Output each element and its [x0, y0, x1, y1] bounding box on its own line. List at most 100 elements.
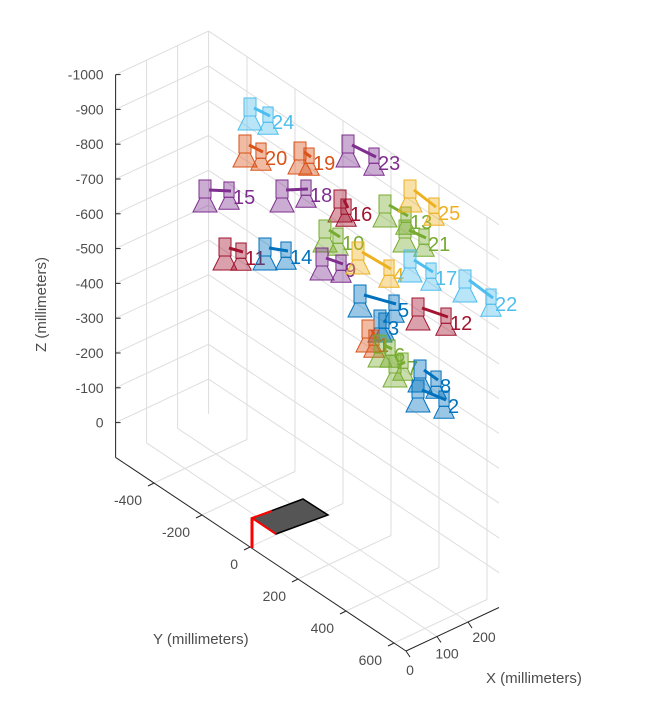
camera-lens: [252, 255, 278, 271]
camera-lens: [326, 242, 350, 256]
camera-axis: [468, 278, 494, 300]
gridline: [115, 378, 209, 424]
camera-16: 16: [327, 189, 372, 227]
tick-labels: -1000-900-800-700-600-500-400-300-200-10…: [68, 67, 496, 678]
grid: [115, 30, 500, 652]
camera-19: 19: [287, 141, 335, 176]
camera-axis: [325, 256, 344, 266]
gridline: [208, 274, 500, 469]
camera-20: 20: [232, 134, 287, 171]
camera-label: 6: [394, 345, 405, 367]
camera-lens: [434, 322, 458, 336]
camera-lens: [452, 287, 478, 303]
camera-label: 5: [398, 300, 409, 322]
camera-axis: [253, 106, 271, 118]
camera-body: [398, 219, 412, 239]
camera-body: [373, 334, 387, 354]
gridline: [208, 100, 500, 295]
x-tick: [436, 636, 442, 643]
gridline: [115, 343, 209, 389]
z-axis-label: Z (millimeters): [33, 257, 50, 352]
camera-axis: [421, 388, 447, 402]
gridline: [115, 239, 209, 284]
camera-axis: [408, 228, 427, 240]
camera-label: 22: [495, 294, 517, 316]
z-tick-label: -300: [76, 310, 104, 326]
camera-body: [318, 219, 332, 239]
camera-lens: [407, 377, 433, 393]
camera-7: 7: [382, 352, 418, 388]
z-tick-label: -600: [76, 206, 104, 222]
camera-label: 24: [272, 112, 294, 134]
camera-axis: [413, 188, 437, 209]
camera-12: 12: [405, 297, 472, 336]
z-tick-label: -500: [76, 241, 104, 257]
camera-lens: [309, 265, 335, 281]
y-tick: [291, 578, 299, 583]
camera-lens: [229, 257, 253, 271]
camera-lens: [397, 197, 423, 213]
camera-axis: [363, 293, 397, 306]
camera-4: 4: [345, 241, 404, 288]
gridline: [115, 274, 209, 319]
y-tick-label: 0: [230, 556, 238, 572]
gridline: [177, 427, 469, 623]
camera-23: 23: [335, 134, 400, 176]
z-tick-label: -700: [76, 171, 104, 187]
camera-9: 9: [309, 247, 356, 283]
gridline: [115, 100, 209, 145]
camera-body: [353, 284, 367, 304]
camera-label: 3: [388, 318, 399, 340]
camera-lens: [405, 397, 431, 413]
camera-lens: [405, 315, 431, 331]
z-tick-label: -900: [76, 101, 104, 117]
camera-lens: [274, 256, 298, 270]
camera-body: [341, 134, 355, 154]
camera-17: 17: [397, 249, 457, 291]
camera-5: 5: [347, 284, 409, 323]
camera-lens: [269, 197, 295, 213]
y-tick-label: -200: [162, 524, 190, 540]
x-tick-label: 100: [435, 646, 459, 662]
pattern-y-axis: [251, 510, 273, 519]
gridline: [146, 442, 438, 637]
y-tick: [195, 514, 203, 519]
camera-8: 8: [407, 359, 451, 399]
z-tick-label: -100: [76, 380, 104, 396]
camera-label: 16: [350, 204, 372, 226]
camera-body: [378, 194, 392, 214]
gridline: [208, 169, 500, 365]
camera-label: 10: [342, 233, 364, 255]
gridline: [208, 378, 500, 574]
y-tick: [387, 642, 395, 647]
camera-lens: [297, 162, 321, 176]
camera-label: 14: [290, 247, 312, 269]
y-tick: [339, 610, 347, 615]
camera-label: 25: [438, 203, 460, 225]
camera-lens: [294, 194, 318, 208]
camera-lens: [362, 162, 386, 176]
y-tick-label: 400: [311, 620, 335, 636]
camera-lens: [192, 197, 218, 213]
gridline: [115, 135, 209, 180]
camera-lens: [335, 152, 361, 168]
camera-body: [243, 97, 257, 117]
camera-label: 17: [435, 268, 457, 290]
camera-lens: [347, 302, 373, 318]
camera-label: 4: [393, 265, 404, 287]
gridline: [115, 30, 209, 76]
gridline: [115, 65, 209, 110]
camera-axis: [328, 228, 341, 239]
camera-axis: [421, 306, 449, 319]
y-tick-label: 600: [359, 652, 383, 668]
camera-21: 21: [392, 219, 450, 257]
camera-body: [351, 241, 365, 261]
camera-axis: [208, 188, 232, 193]
camera-body: [403, 249, 417, 269]
camera-11: 11: [212, 237, 266, 271]
camera-lens: [237, 115, 263, 131]
camera-lens: [345, 259, 371, 275]
camera-2: 2: [405, 379, 459, 419]
gridline: [115, 309, 209, 354]
